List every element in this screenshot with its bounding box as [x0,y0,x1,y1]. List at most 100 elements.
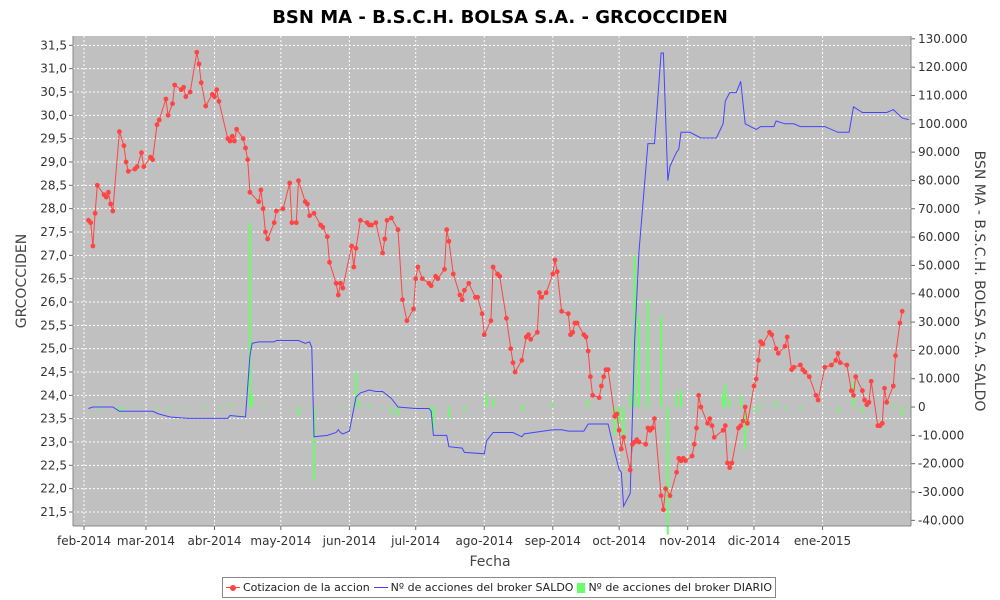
price-point [882,385,887,391]
diario-bar [660,316,663,408]
diario-bar [675,392,678,408]
price-point [627,467,633,473]
y-tick-label: 23,0 [40,435,67,449]
price-point [689,453,695,459]
price-point [245,157,251,163]
legend-swatch-saldo [373,583,388,593]
price-point [782,343,788,349]
diario-bar [622,407,625,442]
diario-bar [313,407,316,481]
y-tick-label: 28,5 [40,178,67,192]
price-point [519,357,525,363]
diario-bar [492,398,495,408]
price-point [848,388,854,394]
diario-bar [799,407,802,410]
price-point [247,189,253,195]
price-point [683,458,688,464]
price-point [475,294,480,300]
diario-bar [618,407,621,425]
price-point [196,61,202,67]
price-point [435,276,441,282]
price-point [705,420,710,426]
y2-tick-label: 50.000 [918,258,960,272]
price-point [583,334,589,340]
price-point [212,94,217,100]
x-tick-label: nov-2014 [659,534,716,548]
price-point [106,189,111,195]
price-point [214,87,220,93]
price-point [616,427,622,433]
legend-swatch-diario [577,582,586,593]
diario-bar [892,404,895,408]
x-tick-label: mar-2014 [117,534,175,548]
price-point [745,420,750,426]
price-point [667,493,673,499]
price-point [232,138,237,144]
diario-bar [156,407,159,410]
x-tick-label: sep-2014 [525,534,581,548]
price-point [466,280,472,286]
price-point [150,157,156,163]
diario-bar [551,402,554,408]
y-tick-label: 28,0 [40,202,67,216]
diario-bar [297,407,300,416]
price-point [890,383,896,389]
price-point [510,360,516,366]
price-point [636,439,642,445]
price-point [773,346,779,352]
diario-bar [629,394,632,408]
price-point [420,276,425,282]
price-point [574,320,580,326]
y-tick-label: 25,0 [40,342,67,356]
price-point [256,199,262,205]
y-tick-label: 21,5 [40,505,67,519]
diario-bar [463,407,466,412]
diario-bars [96,222,910,535]
y2-tick-label: 100.000 [918,117,968,131]
price-point [550,271,556,277]
diario-bar [390,407,393,415]
y2-tick-label: 20.000 [918,343,960,357]
price-point [614,411,620,417]
price-point [504,315,509,321]
price-point [194,49,200,55]
diario-bar [861,407,864,413]
x-tick-label: feb-2014 [57,534,111,548]
price-point [187,89,193,95]
price-point [389,215,394,221]
price-point [335,292,341,298]
diario-bar [523,404,526,408]
diario-bar [228,404,231,408]
price-point [165,112,171,118]
price-point [293,220,299,226]
chart-title: BSN MA - B.S.C.H. BOLSA S.A. - GRCOCCIDE… [272,7,728,28]
price-point [837,360,843,366]
price-point [413,276,419,282]
y2-tick-label: 110.000 [918,88,968,102]
price-point [751,383,757,389]
price-point [139,150,144,156]
price-point [154,122,160,128]
price-point [552,257,558,263]
price-point [621,434,626,440]
diario-bar [248,222,251,408]
legend-item-saldo: Nº de acciones del broker SALDO [373,581,573,594]
y-tick-label: 22,5 [40,458,67,472]
plot-area [73,36,911,526]
diario-bar [381,407,384,409]
price-point [117,129,122,135]
y-axis-label: GRCOCCIDEN [14,234,30,328]
price-point [698,404,704,410]
x-axis-label: Fecha [469,554,510,570]
diario-bar [96,407,99,410]
diario-bar [739,395,742,408]
price-point [240,136,246,142]
diario-bar [775,401,778,408]
price-point [742,404,748,410]
diario-bar [136,405,139,408]
y-tick-label: 26,0 [40,295,67,309]
y2-tick-label: -10.000 [918,428,964,442]
price-point [446,238,452,244]
price-point [784,334,790,340]
price-point [92,210,98,216]
